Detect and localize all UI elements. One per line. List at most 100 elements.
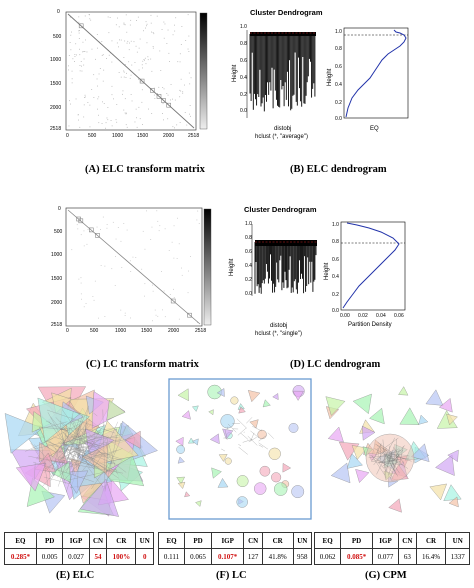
matrix-a-ytick-4: 2000 <box>50 105 62 111</box>
matrix-point <box>111 61 113 63</box>
matrix-point <box>142 124 143 125</box>
network-edge <box>382 439 387 479</box>
matrix-point <box>136 51 138 53</box>
matrix-point <box>187 14 189 16</box>
matrix-point <box>98 114 99 116</box>
component-shape <box>216 388 225 397</box>
matrix-point <box>69 100 70 102</box>
matrix-point <box>100 265 102 266</box>
component-shape <box>208 409 214 416</box>
component-node <box>236 475 249 487</box>
network-edge <box>77 448 84 459</box>
matrix-point <box>189 83 191 85</box>
network-edge <box>65 435 104 448</box>
network-edge <box>387 459 393 462</box>
network-edge <box>66 423 89 473</box>
matrix-point <box>101 123 103 124</box>
component-node <box>259 465 271 477</box>
matrix-point <box>179 53 181 55</box>
dendrogram-branches <box>249 32 316 112</box>
matrix-c-xtick-4: 2000 <box>168 328 180 334</box>
matrix-point <box>139 38 141 40</box>
lc-network-graph <box>168 378 312 520</box>
network-edge <box>376 437 395 475</box>
matrix-point <box>180 78 182 80</box>
cpm-header-eq: EQ <box>313 532 342 549</box>
network-edge <box>69 445 94 450</box>
matrix-point <box>181 26 183 27</box>
matrix-point <box>152 32 154 33</box>
component-node <box>271 472 282 483</box>
dendro-d-xlabel-1: distobj <box>270 323 288 329</box>
matrix-point <box>84 96 86 98</box>
matrix-point <box>145 63 147 65</box>
matrix-block <box>150 88 155 93</box>
matrix-c-ytick-3: 1500 <box>51 276 63 282</box>
matrix-point <box>190 77 192 79</box>
matrix-point <box>123 109 125 111</box>
matrix-point <box>117 17 118 19</box>
matrix-point <box>89 14 90 16</box>
matrix-point <box>162 87 164 88</box>
matrix-point <box>141 64 143 66</box>
matrix-block <box>88 227 94 233</box>
matrix-point <box>125 124 127 126</box>
matrix-point <box>69 42 71 43</box>
matrix-point <box>141 101 143 103</box>
matrix-point <box>188 72 190 74</box>
network-edge <box>373 447 387 466</box>
lc-value-cr: 41.8% <box>261 548 294 565</box>
matrix-point <box>107 16 109 18</box>
network-edge <box>242 439 253 443</box>
matrix-point <box>133 41 135 43</box>
community-shape <box>355 469 370 483</box>
matrix-point <box>146 23 148 25</box>
curve-d-ytick-1.0: 1.0 <box>332 222 339 228</box>
matrix-point <box>159 225 161 227</box>
partition-density-curve <box>342 222 400 309</box>
matrix-point <box>78 30 80 32</box>
component-node <box>176 445 185 454</box>
network-edge <box>70 405 89 450</box>
matrix-point <box>181 274 183 276</box>
matrix-point <box>85 39 86 41</box>
matrix-point <box>82 41 84 43</box>
component-shape <box>238 406 246 414</box>
matrix-point <box>172 126 174 128</box>
matrix-block <box>95 232 100 238</box>
network-edge <box>50 425 81 481</box>
lc-metrics-table: EQ PD IGP CN CR UN 0.111 0.065 0.107* 12… <box>157 532 313 565</box>
matrix-point <box>96 226 98 228</box>
network-edge <box>399 445 404 467</box>
caption-g: (G) CPM <box>365 570 407 581</box>
matrix-point <box>68 65 69 67</box>
matrix-point <box>190 115 191 117</box>
component-shape <box>292 390 304 401</box>
matrix-point <box>173 225 175 227</box>
curve-b-ytick-0.4: 0.4 <box>335 82 342 88</box>
network-edge <box>237 427 247 436</box>
community-shape <box>352 393 372 414</box>
matrix-point <box>106 58 107 59</box>
matrix-point <box>167 29 169 31</box>
component-shape <box>210 433 220 445</box>
matrix-point <box>138 47 140 49</box>
community-shape <box>325 396 346 416</box>
community-shape <box>429 483 447 501</box>
lc-header-eq: EQ <box>157 532 186 549</box>
matrix-point <box>78 119 79 121</box>
matrix-point <box>156 15 158 17</box>
matrix-block <box>139 78 145 84</box>
matrix-point <box>68 69 69 71</box>
component-node <box>257 429 267 440</box>
matrix-a-ytick-2: 1000 <box>50 57 62 63</box>
matrix-point <box>145 21 147 23</box>
matrix-point <box>118 26 120 28</box>
matrix-point <box>125 14 127 16</box>
matrix-point <box>76 54 77 56</box>
network-edge <box>42 442 82 487</box>
elc-matrix-plot <box>65 11 208 131</box>
matrix-point <box>91 48 93 50</box>
network-edge <box>388 457 390 462</box>
matrix-point <box>98 122 100 124</box>
